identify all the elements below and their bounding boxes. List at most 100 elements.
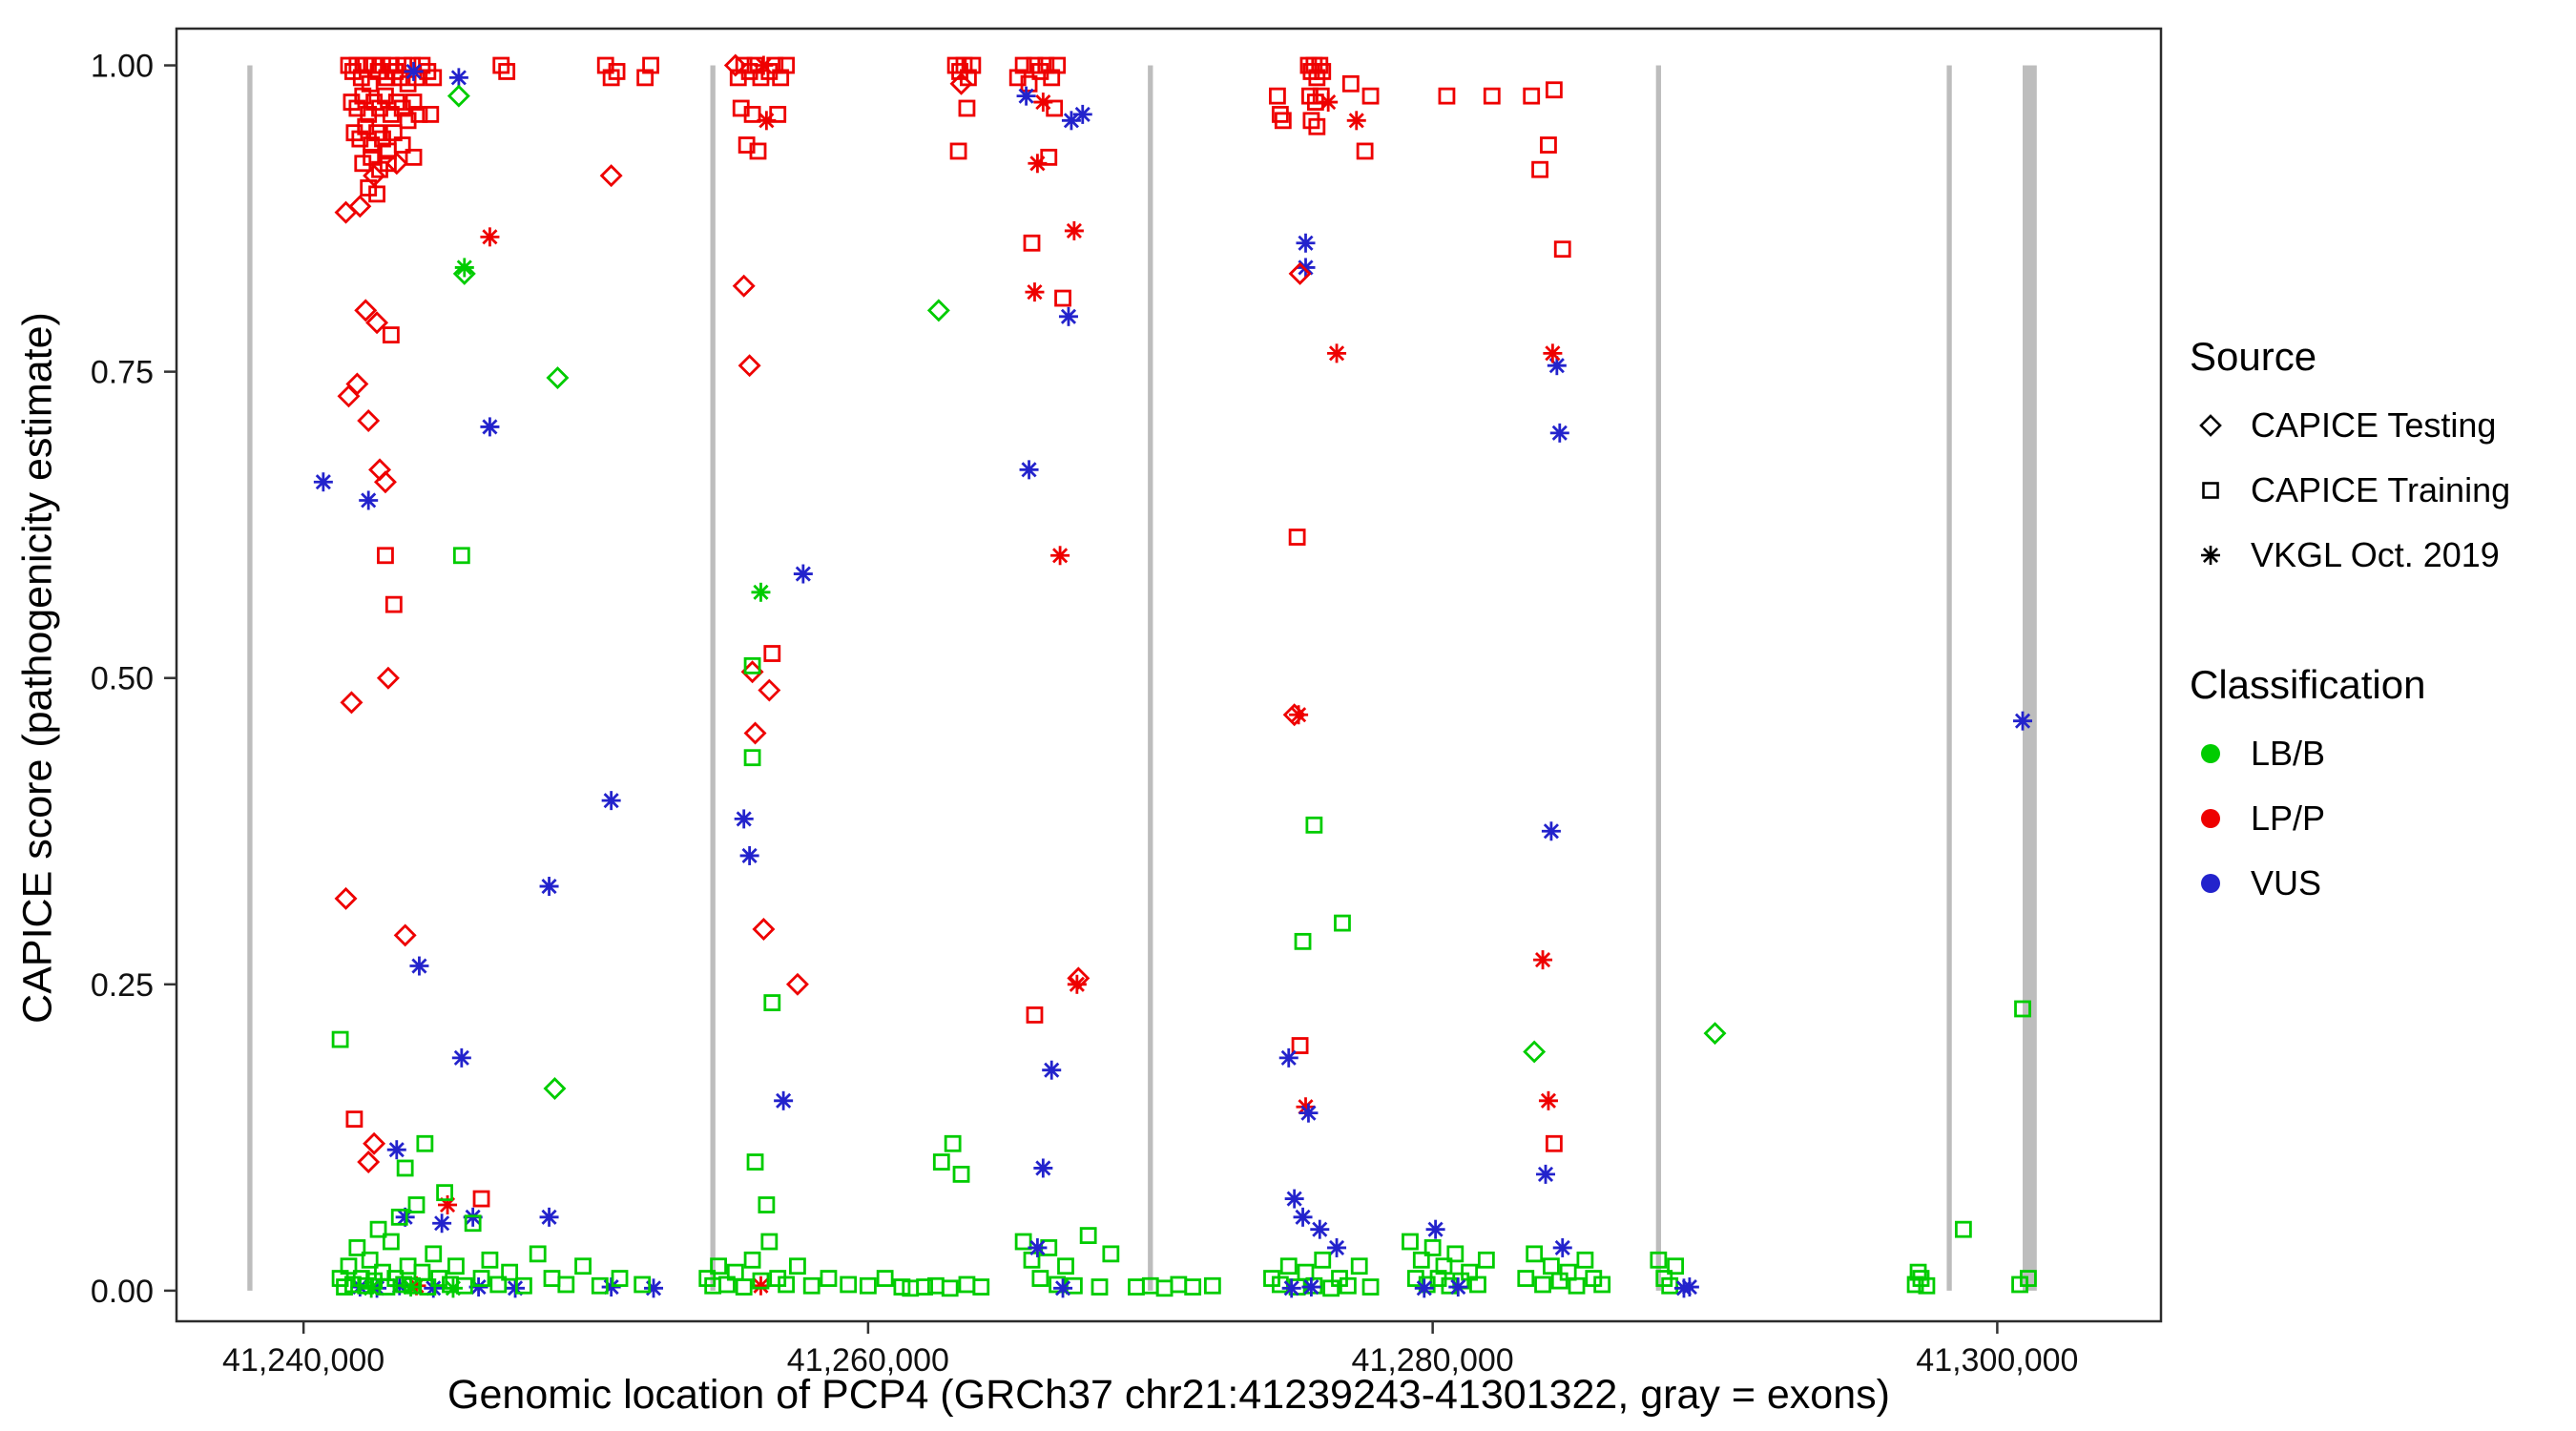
- data-point-square: [529, 1245, 547, 1263]
- data-point-square: [1402, 1233, 1419, 1251]
- data-point-square: [1274, 112, 1292, 130]
- data-point-square: [382, 1233, 400, 1251]
- data-point-square: [1483, 87, 1501, 105]
- data-point-square: [1203, 1276, 1221, 1295]
- data-point-diamond: [354, 299, 378, 322]
- data-point-square: [384, 595, 403, 613]
- data-point-asterisk: [359, 490, 379, 510]
- data-point-asterisk: [1016, 86, 1036, 106]
- data-point-square: [1057, 1257, 1074, 1275]
- data-point-square: [1091, 1278, 1109, 1296]
- data-point-square: [380, 155, 397, 173]
- data-point-square: [1049, 56, 1067, 74]
- data-point-asterisk: [1293, 1207, 1313, 1227]
- data-point-asterisk: [1679, 1277, 1699, 1297]
- data-point-square: [972, 1278, 990, 1296]
- data-point-square: [1350, 1257, 1368, 1275]
- data-point-square: [345, 1110, 364, 1128]
- y-axis-title: CAPICE score (pathogenicity estimate): [14, 312, 61, 1024]
- asterisk-icon: [2201, 546, 2220, 565]
- data-point-asterisk: [1535, 1164, 1555, 1184]
- data-point-square: [464, 1214, 482, 1233]
- color-dot-icon: [2201, 874, 2220, 893]
- data-point-asterisk: [1538, 1090, 1558, 1110]
- data-point-square: [778, 56, 795, 74]
- data-point-square: [1040, 148, 1058, 166]
- exon-marker: [1148, 65, 1153, 1291]
- data-point-square: [1469, 1275, 1486, 1294]
- legend-source-item-capice_testing: CAPICE Testing: [2190, 404, 2571, 446]
- data-point-square: [760, 1233, 779, 1251]
- data-point-diamond: [543, 1076, 567, 1100]
- data-point-asterisk: [386, 1140, 406, 1160]
- data-point-square: [1517, 1270, 1535, 1287]
- data-point-asterisk: [409, 956, 429, 976]
- data-point-asterisk: [1050, 546, 1070, 566]
- data-point-asterisk: [1289, 705, 1309, 725]
- data-point-asterisk: [1346, 111, 1366, 131]
- data-point-square: [840, 1275, 858, 1294]
- data-point-square: [390, 1208, 408, 1226]
- data-point-square: [1031, 1270, 1049, 1287]
- data-point-asterisk: [1072, 104, 1092, 124]
- legend-classification-items: LB/B LP/P VUS: [2190, 733, 2571, 904]
- data-point-asterisk: [1448, 1277, 1468, 1297]
- data-point-square: [710, 1257, 727, 1275]
- legend-class-label: LP/P: [2251, 798, 2326, 838]
- data-point-square: [1305, 816, 1323, 834]
- legend-source-items: CAPICE Testing CAPICE Training VKGL Oct. 2…: [2190, 404, 2571, 576]
- data-point-square: [1954, 1220, 1972, 1238]
- data-point-asterisk: [313, 472, 333, 492]
- data-point-asterisk: [739, 845, 759, 865]
- data-point-square: [611, 1270, 629, 1287]
- data-point-asterisk: [2201, 546, 2220, 565]
- data-point-asterisk: [1541, 821, 1561, 841]
- x-axis-title: Genomic location of PCP4 (GRCh37 chr21:4…: [447, 1372, 1890, 1418]
- data-point-square: [1184, 1278, 1202, 1296]
- data-point-square: [419, 1278, 437, 1296]
- data-point-square: [368, 185, 385, 203]
- data-point-square: [763, 645, 781, 662]
- color-dot-icon: [2201, 744, 2220, 763]
- data-point-diamond: [363, 1131, 386, 1155]
- data-point-asterisk: [751, 582, 771, 602]
- data-point-asterisk: [1033, 1158, 1053, 1178]
- data-point-asterisk: [601, 791, 621, 811]
- data-point-asterisk: [1028, 154, 1048, 174]
- data-point-asterisk: [539, 1207, 559, 1227]
- x-tick-label: 41,260,000: [787, 1342, 949, 1379]
- data-point-square: [407, 1196, 426, 1213]
- data-point-diamond: [334, 886, 358, 910]
- data-point-square: [1435, 1257, 1453, 1275]
- data-point-diamond: [926, 299, 950, 322]
- legend-class-label: VUS: [2251, 863, 2322, 902]
- data-point-square: [608, 63, 626, 80]
- legend-class-item-lbb: LB/B: [2190, 733, 2571, 775]
- data-point-square: [642, 56, 659, 74]
- data-point-asterisk: [1278, 1047, 1298, 1068]
- data-point-square: [1576, 1251, 1594, 1269]
- legend: Source CAPICE Testing CAPICE Training VKGL…: [2190, 334, 2571, 904]
- data-point-square: [1446, 1245, 1465, 1263]
- data-point-diamond: [599, 164, 623, 188]
- data-point-square: [1054, 289, 1071, 307]
- data-point-square: [1545, 81, 1563, 99]
- data-point-diamond: [1067, 966, 1091, 990]
- data-point-asterisk: [480, 227, 500, 247]
- data-point-square: [1909, 1263, 1927, 1281]
- data-point-square: [958, 99, 976, 117]
- data-point-square: [932, 1153, 950, 1171]
- data-point-asterisk: [454, 258, 474, 278]
- square-icon: [2202, 482, 2219, 499]
- data-point-asterisk: [644, 1278, 664, 1298]
- diamond-icon: [2199, 414, 2222, 437]
- data-point-square: [1294, 932, 1312, 950]
- exon-marker: [1655, 65, 1662, 1291]
- x-tick-label: 41,240,000: [222, 1342, 384, 1379]
- data-point-asterisk: [1042, 1060, 1062, 1080]
- data-point-square: [952, 1165, 970, 1183]
- data-point-square: [944, 1134, 962, 1152]
- data-point-square: [1049, 1275, 1067, 1294]
- data-point-square: [498, 63, 516, 80]
